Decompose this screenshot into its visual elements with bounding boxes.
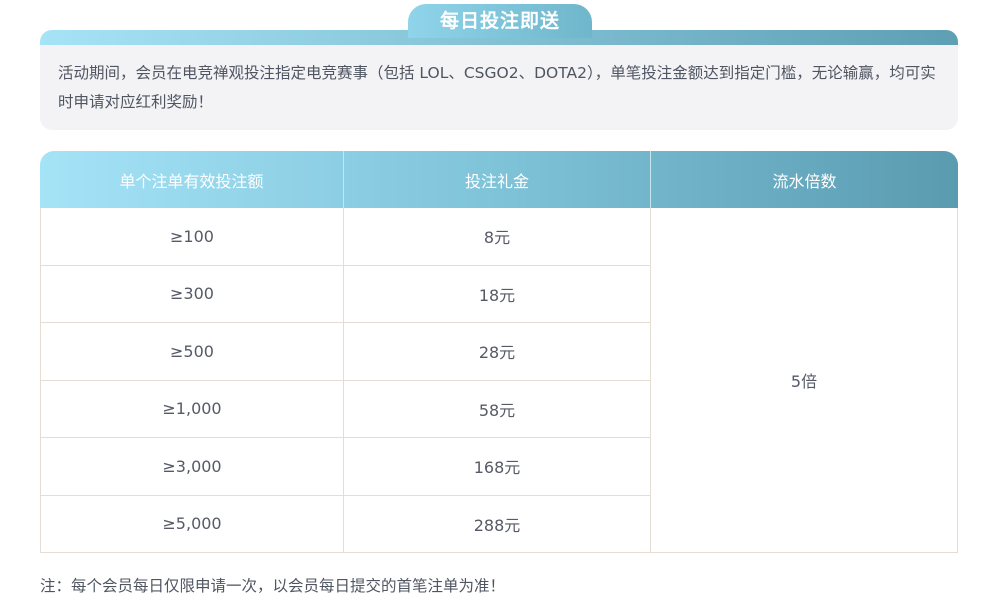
amount-cell: ≥3,000 — [40, 438, 344, 496]
bonus-cell: 8元 — [344, 208, 651, 266]
table-row: ≥300 18元 — [40, 265, 958, 323]
table-row: ≥500 28元 — [40, 323, 958, 381]
table-row: ≥100 8元 5倍 — [40, 208, 958, 553]
multiplier-cell: 5倍 — [651, 208, 958, 553]
description-text: 活动期间，会员在电竞禅观投注指定电竞赛事（包括 LOL、CSGO2、DOTA2）… — [58, 64, 936, 111]
amount-cell: ≥100 — [40, 208, 344, 266]
bonus-cell: 18元 — [344, 265, 651, 323]
page-title: 每日投注即送 — [408, 4, 592, 38]
bonus-table: 单个注单有效投注额 投注礼金 流水倍数 ≥100 8元 5倍 ≥300 18元 ≥50… — [40, 151, 958, 553]
footer-note: 注：每个会员每日仅限申请一次，以会员每日提交的首笔注单为准！ — [40, 577, 506, 595]
header-bonus: 投注礼金 — [344, 151, 651, 208]
table-header: 单个注单有效投注额 投注礼金 流水倍数 — [40, 151, 958, 208]
header-multiplier: 流水倍数 — [772, 171, 837, 191]
table-row: ≥3,000 168元 — [40, 438, 958, 496]
description-box: 活动期间，会员在电竞禅观投注指定电竞赛事（包括 LOL、CSGO2、DOTA2）… — [40, 30, 958, 130]
bonus-cell: 58元 — [344, 380, 651, 438]
bonus-cell: 288元 — [344, 495, 651, 553]
bonus-cell: 28元 — [344, 323, 651, 381]
header-amount: 单个注单有效投注额 — [40, 151, 344, 208]
amount-cell: ≥500 — [40, 323, 344, 381]
bonus-cell: 168元 — [344, 438, 651, 496]
table-row: ≥5,000 288元 — [40, 495, 958, 553]
amount-cell: ≥5,000 — [40, 495, 344, 553]
table-row: ≥1,000 58元 — [40, 380, 958, 438]
amount-cell: ≥300 — [40, 265, 344, 323]
amount-cell: ≥1,000 — [40, 380, 344, 438]
